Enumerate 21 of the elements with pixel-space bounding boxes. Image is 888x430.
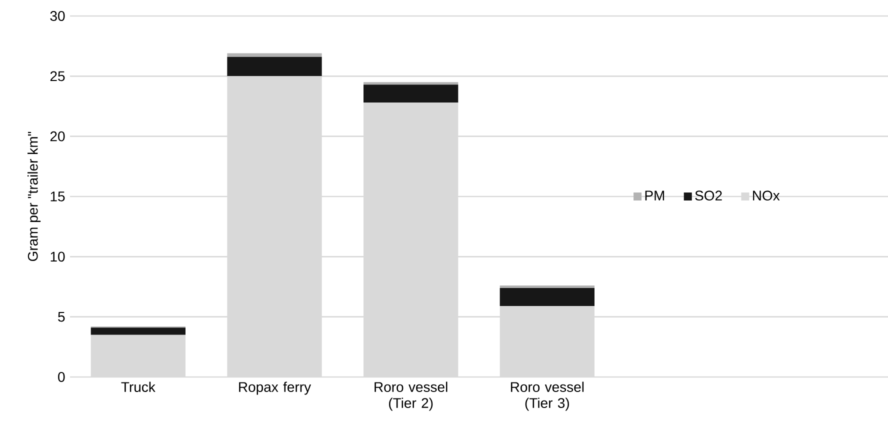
legend-label: NOx	[753, 190, 780, 201]
y-axis-title: Gram per "trailer km"	[28, 132, 41, 262]
x-tick-label: Truck	[121, 382, 156, 392]
y-tick-label: 20	[50, 131, 65, 142]
y-tick-label: 15	[50, 192, 65, 202]
y-tick-label: 5	[58, 312, 65, 322]
bar	[364, 82, 458, 85]
y-tick-label: 0	[58, 372, 65, 382]
y-tick-label: 10	[50, 252, 65, 262]
x-tick-label: Roro vessel (Tier 3)	[510, 382, 584, 411]
bar	[90, 328, 186, 335]
x-tick-label: Ropax ferry	[239, 382, 312, 395]
bar	[227, 53, 322, 57]
bar	[364, 84, 458, 103]
legend-label: PM	[645, 190, 664, 200]
bar	[500, 288, 594, 306]
x-tick-label: Roro vessel (Tier 2)	[374, 382, 448, 411]
y-tick-label: 25	[50, 71, 65, 82]
y-tick-label: 30	[50, 11, 65, 21]
legend-label: SO2	[695, 190, 722, 201]
bar	[227, 56, 322, 76]
